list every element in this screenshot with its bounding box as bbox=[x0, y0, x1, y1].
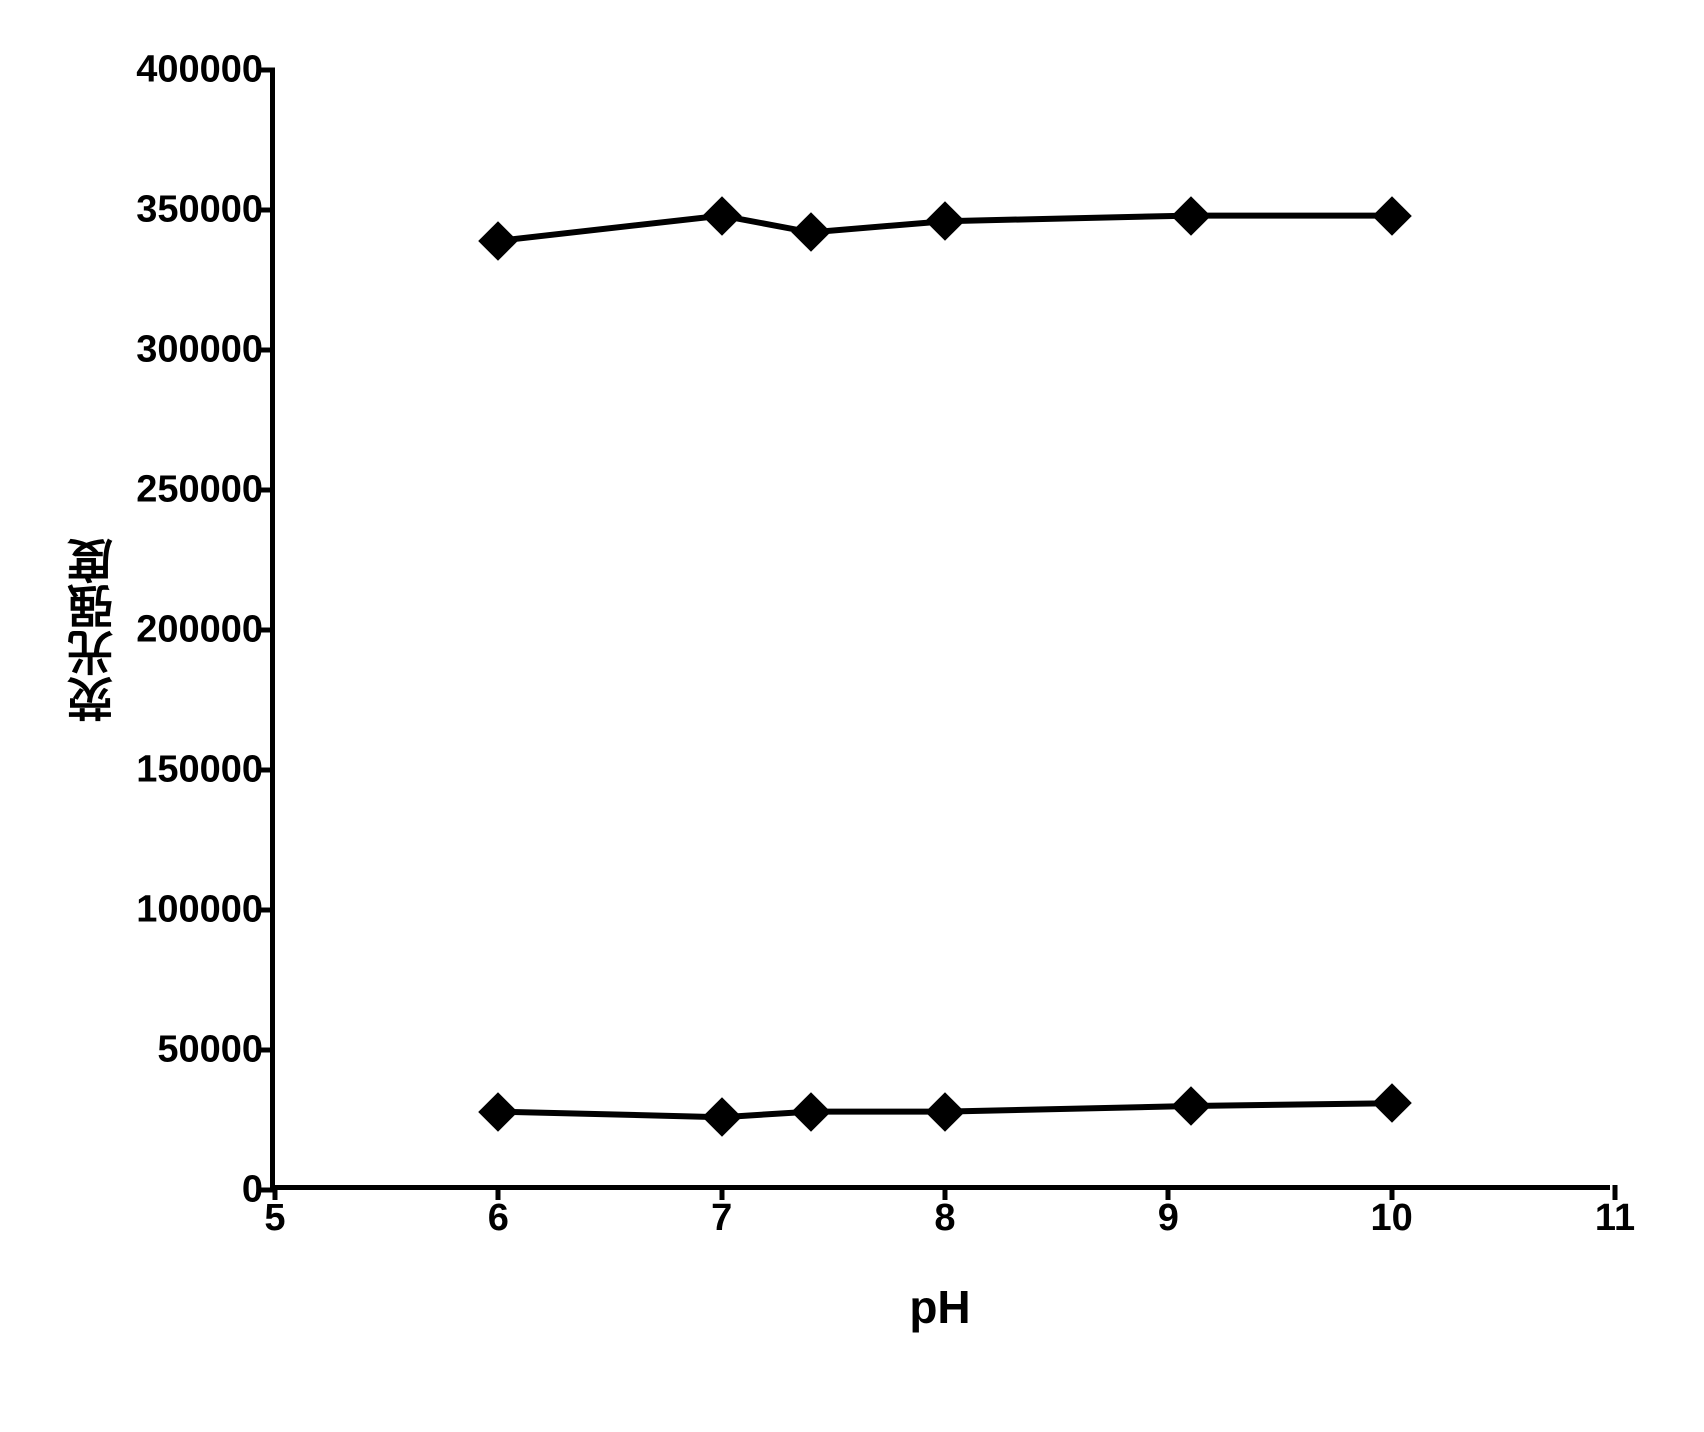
data-marker bbox=[925, 201, 965, 241]
data-marker bbox=[702, 1097, 742, 1137]
x-tick-label: 8 bbox=[934, 1197, 955, 1240]
x-tick-label: 9 bbox=[1158, 1197, 1179, 1240]
data-marker bbox=[702, 196, 742, 236]
y-tick-label: 50000 bbox=[157, 1029, 263, 1072]
x-tick-label: 5 bbox=[264, 1197, 285, 1240]
x-tick-label: 6 bbox=[488, 1197, 509, 1240]
chart-container: 0 50000 100000 150000 200000 250000 300000 3500… bbox=[40, 40, 1664, 1392]
data-marker bbox=[1372, 1083, 1412, 1123]
x-tick-label: 7 bbox=[711, 1197, 732, 1240]
y-tick-label: 400000 bbox=[136, 49, 263, 92]
data-marker bbox=[925, 1092, 965, 1132]
data-marker bbox=[791, 213, 831, 253]
x-tick-label: 11 bbox=[1595, 1197, 1635, 1240]
plot-area: 0500001000001500002000002500003000003500… bbox=[270, 70, 1610, 1190]
y-tick-label: 0 bbox=[242, 1169, 263, 1212]
data-marker bbox=[791, 1092, 831, 1132]
x-tick-label: 10 bbox=[1371, 1197, 1413, 1240]
data-marker bbox=[479, 1092, 519, 1132]
data-marker bbox=[1171, 1086, 1211, 1126]
y-tick-label: 300000 bbox=[136, 329, 263, 372]
data-marker bbox=[479, 221, 519, 261]
y-tick-label: 200000 bbox=[136, 609, 263, 652]
y-tick-label: 100000 bbox=[136, 889, 263, 932]
y-tick-label: 250000 bbox=[136, 469, 263, 512]
data-marker bbox=[1372, 196, 1412, 236]
y-tick-label: 150000 bbox=[136, 749, 263, 792]
y-axis-label: 荧光强度 bbox=[60, 538, 126, 722]
x-axis-label: pH bbox=[909, 1280, 970, 1334]
y-tick-label: 350000 bbox=[136, 189, 263, 232]
data-marker bbox=[1171, 196, 1211, 236]
